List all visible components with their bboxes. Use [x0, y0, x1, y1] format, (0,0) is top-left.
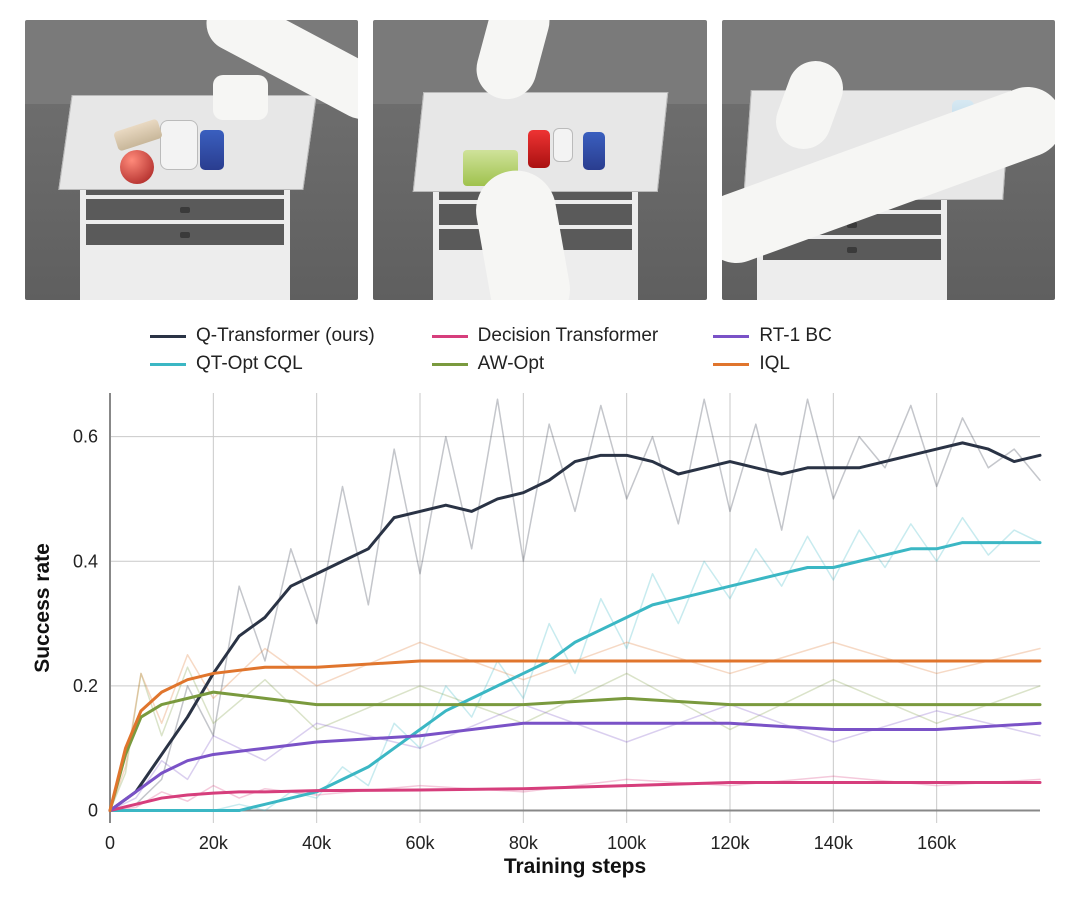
svg-text:60k: 60k [405, 833, 435, 853]
legend-label: IQL [759, 353, 790, 375]
legend-item: RT-1 BC [713, 325, 975, 347]
svg-text:0: 0 [88, 801, 98, 821]
legend-item: Q-Transformer (ours) [150, 325, 412, 347]
svg-text:0.6: 0.6 [73, 427, 98, 447]
svg-text:80k: 80k [509, 833, 539, 853]
svg-text:20k: 20k [199, 833, 229, 853]
x-axis-title: Training steps [504, 855, 646, 878]
success-rate-chart: 0 20k 40k 60k 80k 100k 120k 140k 160k 0 0.2 0.4 0.6 T… [25, 383, 1055, 883]
svg-text:0.4: 0.4 [73, 551, 98, 571]
svg-text:160k: 160k [917, 833, 957, 853]
legend-label: Q-Transformer (ours) [196, 325, 375, 347]
legend-item: IQL [713, 353, 975, 375]
legend-swatch [713, 335, 749, 338]
series-line [110, 543, 1040, 811]
legend-swatch [713, 363, 749, 366]
sim-image-1 [25, 20, 358, 300]
svg-text:0: 0 [105, 833, 115, 853]
legend-item: AW-Opt [432, 353, 694, 375]
figure-container: Q-Transformer (ours) Decision Transformer… [0, 0, 1080, 903]
chart-legend: Q-Transformer (ours) Decision Transformer… [25, 325, 1055, 375]
legend-label: AW-Opt [478, 353, 545, 375]
sim-image-3 [722, 20, 1055, 300]
svg-text:40k: 40k [302, 833, 332, 853]
y-axis-title: Success rate [31, 543, 54, 673]
legend-item: Decision Transformer [432, 325, 694, 347]
legend-swatch [150, 335, 186, 338]
sim-image-row [25, 20, 1055, 300]
legend-label: QT-Opt CQL [196, 353, 303, 375]
svg-text:100k: 100k [607, 833, 647, 853]
svg-text:140k: 140k [814, 833, 854, 853]
legend-swatch [432, 335, 468, 338]
legend-item: QT-Opt CQL [150, 353, 412, 375]
legend-swatch [432, 363, 468, 366]
legend-swatch [150, 363, 186, 366]
legend-label: Decision Transformer [478, 325, 659, 347]
series-line [110, 723, 1040, 810]
svg-text:0.2: 0.2 [73, 676, 98, 696]
sim-image-2 [373, 20, 706, 300]
legend-label: RT-1 BC [759, 325, 832, 347]
chart-wrapper: Q-Transformer (ours) Decision Transformer… [25, 325, 1055, 883]
series-line [110, 443, 1040, 811]
svg-text:120k: 120k [710, 833, 750, 853]
